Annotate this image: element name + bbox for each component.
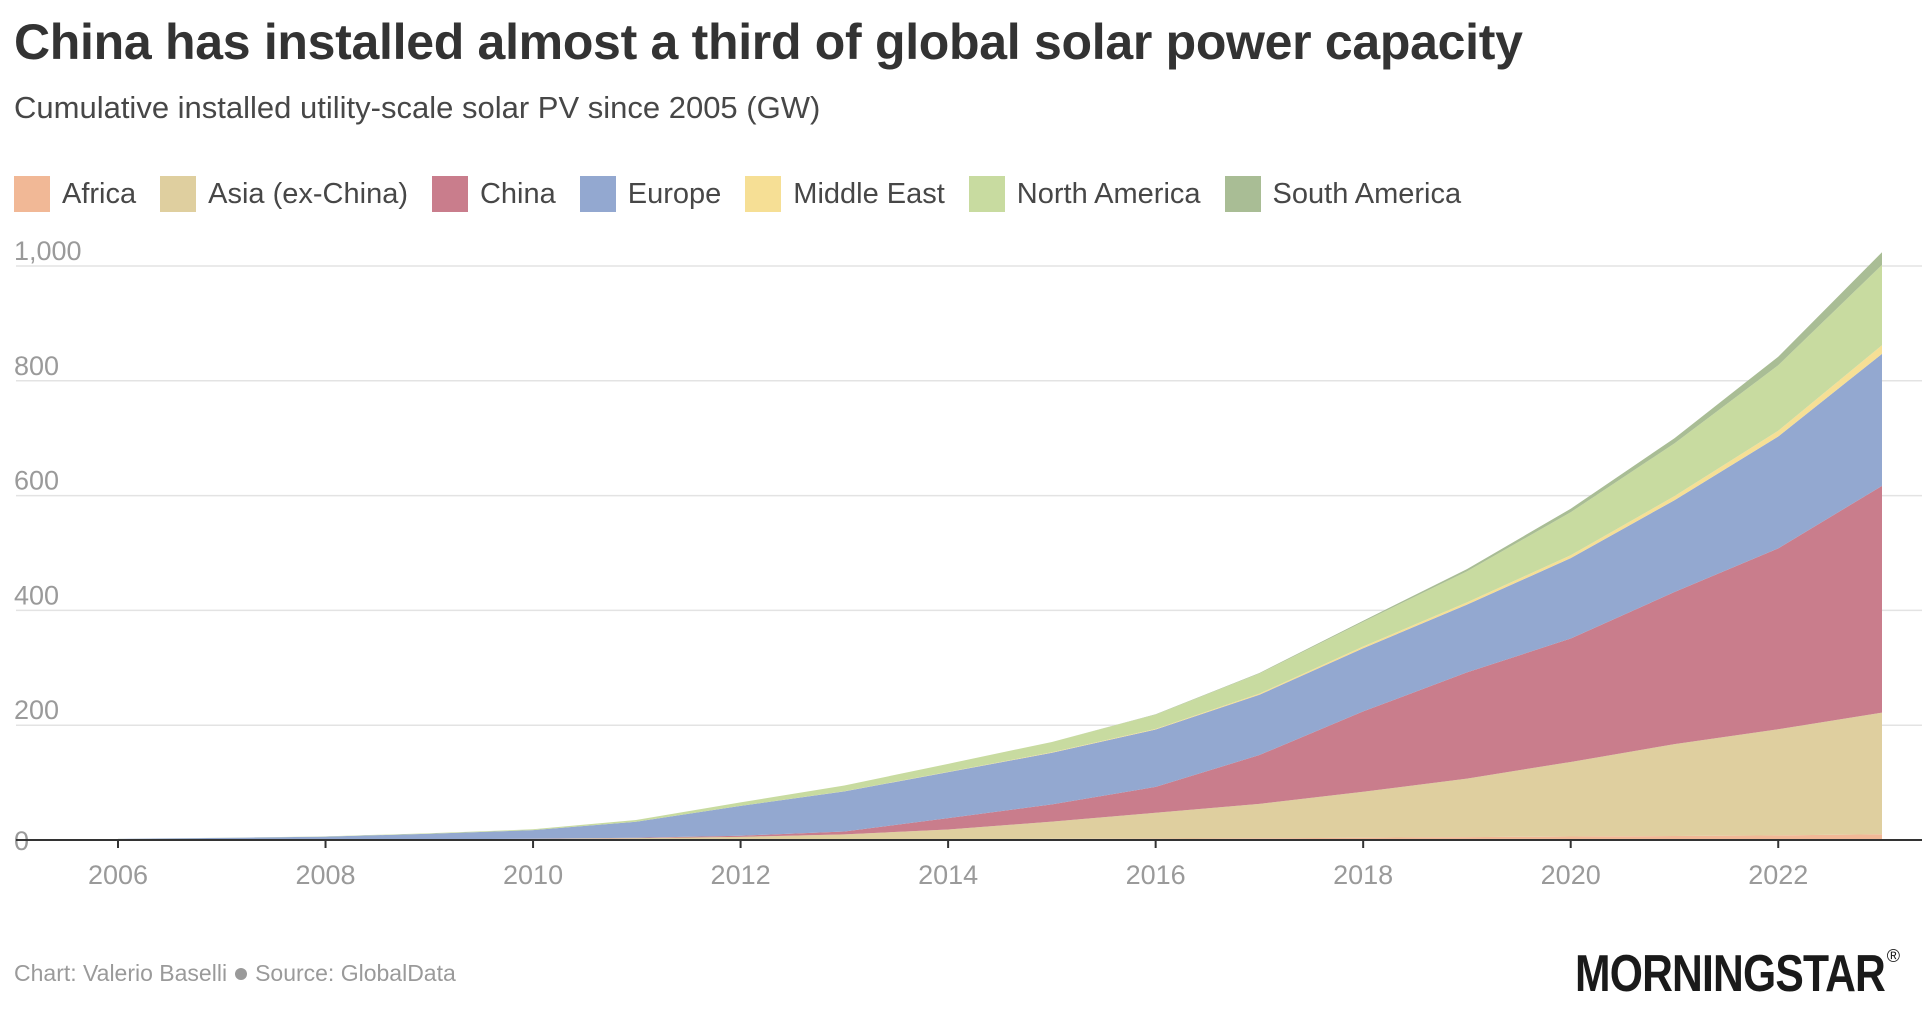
legend-swatch-north-america (968, 176, 1005, 212)
y-tick-label: 800 (14, 351, 59, 381)
x-tick-label: 2006 (88, 860, 148, 890)
logo-wordmark: MORNINGSTAR (1574, 945, 1886, 1003)
legend-item-china[interactable]: China (431, 176, 556, 212)
x-tick-label: 2018 (1333, 860, 1393, 890)
chart-subtitle: Cumulative installed utility-scale solar… (14, 90, 821, 125)
area-china[interactable] (118, 485, 1882, 840)
y-tick-label: 1,000 (14, 236, 82, 266)
legend-label-south-america: South America (1272, 177, 1462, 210)
legend-item-europe[interactable]: Europe (579, 176, 722, 212)
chart-legend: Africa Asia (ex-China) China Europe Midd… (14, 174, 1485, 214)
x-tick-label: 2008 (295, 860, 355, 890)
x-tick-label: 2016 (1126, 860, 1186, 890)
area-asia-ex-china[interactable] (118, 712, 1882, 840)
x-tick-label: 2014 (918, 860, 978, 890)
legend-label-middle-east: Middle East (793, 177, 945, 210)
legend-label-europe: Europe (627, 177, 722, 210)
legend-item-south-america[interactable]: South America (1224, 176, 1462, 212)
legend-item-north-america[interactable]: North America (968, 176, 1201, 212)
area-north-america[interactable] (118, 264, 1882, 839)
legend-swatch-europe (579, 176, 616, 212)
registered-mark-icon: ® (1886, 946, 1900, 966)
morningstar-logo: MORNINGSTAR ® (1507, 944, 1900, 1004)
chart-credit: Chart: Valerio Baselli (14, 960, 228, 986)
legend-item-middle-east[interactable]: Middle East (745, 176, 945, 212)
legend-label-china: China (479, 177, 556, 210)
y-tick-label: 600 (14, 466, 59, 496)
legend-label-north-america: North America (1016, 177, 1201, 210)
legend-swatch-asia-ex-china (160, 176, 197, 212)
legend-swatch-south-america (1224, 176, 1261, 212)
chart-footer: Chart: Valerio Baselli Source: GlobalData (14, 960, 456, 987)
x-tick-label: 2022 (1748, 860, 1808, 890)
legend-swatch-china (431, 176, 468, 212)
gridlines (16, 265, 1922, 726)
legend-label-asia-ex-china: Asia (ex-China) (208, 177, 408, 210)
legend-swatch-middle-east (745, 176, 782, 212)
x-tick-label: 2010 (503, 860, 563, 890)
separator-dot-icon (235, 967, 248, 980)
axes: 02004006008001,0002006200820102012201420… (14, 236, 1922, 890)
chart-title: China has installed almost a third of gl… (14, 14, 1523, 70)
legend-item-africa[interactable]: Africa (14, 176, 136, 212)
y-tick-label: 200 (14, 695, 59, 725)
x-tick-label: 2012 (711, 860, 771, 890)
area-series (118, 252, 1882, 840)
area-europe[interactable] (118, 353, 1882, 840)
area-africa[interactable] (118, 834, 1882, 840)
legend-label-africa: Africa (62, 177, 137, 210)
y-tick-label: 400 (14, 580, 59, 610)
x-tick-label: 2020 (1541, 860, 1601, 890)
legend-swatch-africa (14, 176, 50, 212)
chart-source: Source: GlobalData (255, 960, 456, 986)
legend-item-asia-ex-china[interactable]: Asia (ex-China) (160, 176, 408, 212)
